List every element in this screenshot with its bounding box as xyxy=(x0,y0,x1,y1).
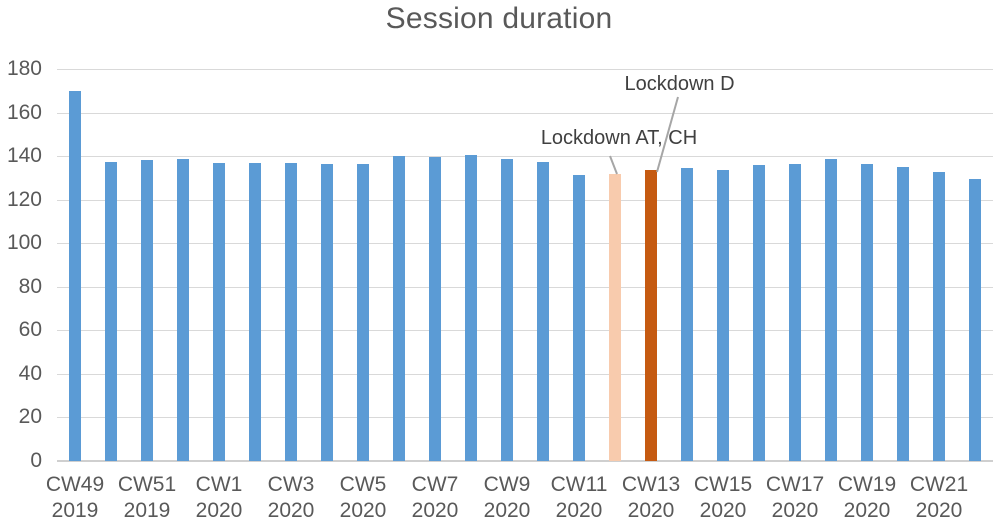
x-tick-label-cw19-2020: CW19 2020 xyxy=(837,473,897,522)
y-tick-label-140: 140 xyxy=(6,144,42,168)
bar-cw50-2019 xyxy=(105,161,117,461)
gridline-y160 xyxy=(57,112,993,114)
plot-area xyxy=(57,69,993,462)
y-tick-label-160: 160 xyxy=(6,100,42,124)
bar-cw18-2020 xyxy=(825,159,837,461)
y-tick-label-0: 0 xyxy=(30,449,42,472)
x-tick-label-cw11-2020: CW11 2020 xyxy=(550,473,608,522)
bar-cw19-2020 xyxy=(861,163,873,461)
x-tick-label-cw49-2019: CW49 2019 xyxy=(45,473,105,522)
gridline-y100 xyxy=(57,243,993,245)
y-tick-label-180: 180 xyxy=(6,57,42,80)
x-axis: CW49 2019 CW51 2019 CW1 2020 CW3 2020 CW5 2020 CW7… xyxy=(39,472,975,524)
bar-cw51-2019 xyxy=(141,160,153,461)
gridline-y140 xyxy=(57,156,993,158)
gridline-y120 xyxy=(57,199,993,201)
bar-cw11-2020 xyxy=(573,174,585,461)
gridline-y180 xyxy=(57,69,993,70)
y-tick-label-20: 20 xyxy=(18,405,42,429)
bar-cw17-2020 xyxy=(789,163,801,461)
bar-cw9-2020 xyxy=(501,159,513,461)
bar-cw8-2020 xyxy=(465,155,477,461)
bar-cw14-2020 xyxy=(681,168,693,461)
gridline-y60 xyxy=(57,330,993,332)
x-tick-label-cw3-2020: CW3 2020 xyxy=(267,473,315,522)
annotation-lockdown-at-ch: Lockdown AT, CH xyxy=(540,127,698,149)
x-tick-label-cw17-2020: CW17 2020 xyxy=(765,473,825,522)
y-tick-label-80: 80 xyxy=(18,274,42,298)
chart-title: Session duration xyxy=(385,2,613,35)
x-tick-label-cw13-2020: CW13 2020 xyxy=(621,473,681,522)
bar-cw10-2020 xyxy=(537,161,549,461)
bar-cw12-2020 xyxy=(609,173,621,461)
bar-cw16-2020 xyxy=(753,164,765,461)
bar-cw1-2020 xyxy=(213,162,225,461)
x-tick-label-cw1-2020: CW1 2020 xyxy=(195,473,243,522)
gridline-y20 xyxy=(57,417,993,419)
bar-cw20-2020 xyxy=(897,167,909,461)
y-tick-label-40: 40 xyxy=(18,361,42,385)
y-tick-label-100: 100 xyxy=(6,231,42,255)
x-tick-label-cw15-2020: CW15 2020 xyxy=(693,473,753,522)
y-tick-label-60: 60 xyxy=(18,318,42,342)
x-tick-label-cw5-2020: CW5 2020 xyxy=(339,473,387,522)
bar-cw22-2020 xyxy=(969,178,981,461)
bar-cw3-2020 xyxy=(285,162,297,461)
bar-cw2-2020 xyxy=(249,162,261,461)
bar-cw6-2020 xyxy=(393,156,405,461)
bar-cw49-2019 xyxy=(69,90,81,461)
bar-cw4-2020 xyxy=(321,163,333,461)
bar-cw7-2020 xyxy=(429,157,441,461)
bar-cw13-2020 xyxy=(645,170,657,461)
bar-cw21-2020 xyxy=(933,172,945,461)
x-tick-label-cw7-2020: CW7 2020 xyxy=(411,473,459,522)
gridline-y80 xyxy=(57,286,993,288)
bar-cw52-2019 xyxy=(177,159,189,461)
x-tick-label-cw51-2019: CW51 2019 xyxy=(117,473,177,522)
bar-cw15-2020 xyxy=(717,170,729,461)
x-tick-label-cw21-2020: CW21 2020 xyxy=(909,473,969,522)
y-tick-label-120: 120 xyxy=(6,187,42,211)
x-axis-line xyxy=(57,460,993,462)
bar-cw5-2020 xyxy=(357,163,369,461)
x-tick-label-cw9-2020: CW9 2020 xyxy=(483,473,531,522)
gridline-y40 xyxy=(57,373,993,375)
annotation-lockdown-d: Lockdown D xyxy=(624,73,735,95)
